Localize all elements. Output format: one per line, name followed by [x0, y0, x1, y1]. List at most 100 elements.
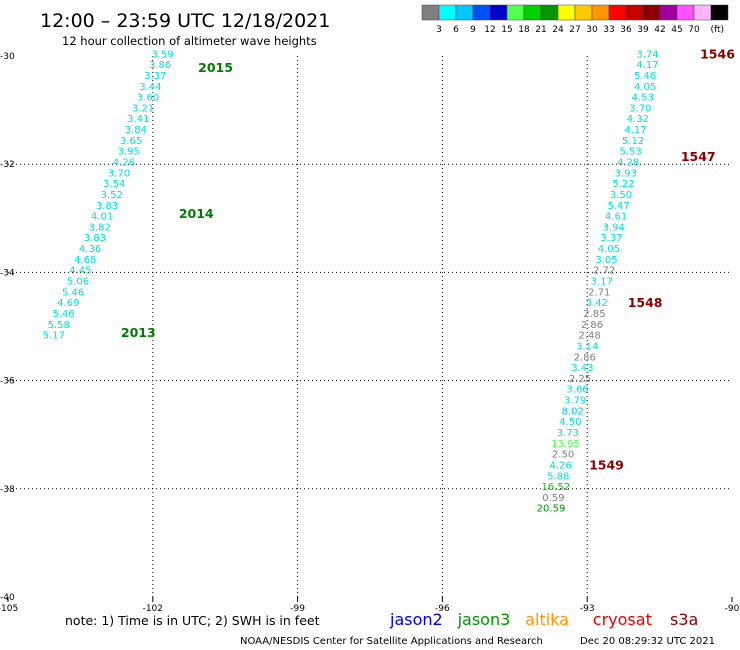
- wave-height-point: 4.17: [624, 125, 646, 136]
- wave-height-point: 2.86: [581, 320, 603, 331]
- colorbar-swatch: [421, 4, 440, 21]
- wave-height-point: 4.32: [627, 114, 649, 125]
- wave-height-point: 3.42: [586, 298, 608, 309]
- colorbar-swatch: [557, 4, 576, 21]
- wave-height-point: 4.68: [74, 255, 96, 266]
- colorbar-swatch: [540, 4, 559, 21]
- wave-height-point: 0.59: [542, 493, 564, 504]
- wave-height-point: 3.83: [84, 233, 106, 244]
- satellite-legend: jason2 jason3 altika cryosat s3a: [389, 610, 698, 629]
- wave-height-point: 3.70: [629, 103, 651, 114]
- y-tick-label: -40: [0, 593, 15, 603]
- wave-height-point: 2.25: [569, 374, 591, 385]
- orbit-labels: 2015 2014 2013 1546 1547 1548 1549: [121, 46, 735, 472]
- colorbar-swatch: [710, 4, 729, 21]
- wave-height-point: 4.28: [617, 157, 639, 168]
- wave-height-point: 13.95: [551, 439, 580, 450]
- x-tick-label: -90: [725, 604, 740, 614]
- wave-height-point: 3.94: [603, 222, 625, 233]
- wave-height-point: 4.05: [598, 244, 620, 255]
- colorbar-label: 15: [501, 25, 512, 35]
- wave-height-points: 3.593.863.373.443.603.213.413.843.653.95…: [43, 49, 659, 514]
- orbit-label: 2013: [121, 325, 156, 340]
- y-tick-label: -36: [0, 377, 15, 387]
- colorbar-label: 36: [620, 25, 632, 35]
- chart-title: 12:00 – 23:59 UTC 12/18/2021: [40, 10, 330, 32]
- colorbar-swatch: [676, 4, 695, 21]
- colorbar-swatch: [659, 4, 678, 21]
- colorbar-label: 33: [603, 25, 614, 35]
- wave-height-point: 3.84: [125, 125, 147, 136]
- x-axis-ticks: -105 -102 -99 -96 -93 -90: [0, 597, 740, 614]
- wave-height-point: 3.21: [132, 103, 154, 114]
- wave-height-point: 3.54: [103, 179, 125, 190]
- colorbar-label: 30: [586, 25, 598, 35]
- y-tick-label: -30: [0, 52, 15, 62]
- wave-height-point: 5.53: [620, 147, 642, 158]
- orbit-label: 1546: [700, 46, 735, 61]
- wave-height-point: 5.47: [607, 201, 629, 212]
- grid-lines: [8, 56, 732, 597]
- colorbar-label: 6: [453, 25, 459, 35]
- colorbar-label: 42: [654, 25, 665, 35]
- wave-height-point: 5.22: [612, 179, 634, 190]
- footer-note: note: 1) Time is in UTC; 2) SWH is in fe…: [65, 613, 320, 628]
- wave-height-point: 4.36: [79, 244, 101, 255]
- wave-height-point: 5.12: [622, 136, 644, 147]
- wave-height-point: 3.74: [636, 49, 658, 60]
- x-tick-label: -96: [435, 604, 450, 614]
- satellite-legend-item: jason2: [389, 610, 443, 629]
- y-axis-ticks: -30 -32 -34 -36 -38 -40: [0, 52, 15, 603]
- wave-height-point: 3.73: [557, 428, 579, 439]
- colorbar-label: 27: [569, 25, 580, 35]
- x-tick-label: -105: [0, 604, 18, 614]
- chart-subtitle: 12 hour collection of altimeter wave hei…: [62, 34, 317, 48]
- colorbar-swatch: [642, 4, 661, 21]
- colorbar-swatch: [455, 4, 474, 21]
- wave-height-point: 5.17: [43, 331, 65, 342]
- wave-height-point: 4.05: [634, 82, 656, 93]
- colorbar-label: 9: [470, 25, 476, 35]
- x-tick-label: -99: [290, 604, 305, 614]
- colorbar-swatch: [574, 4, 593, 21]
- wave-height-point: 3.44: [139, 82, 161, 93]
- footer-timestamp: Dec 20 08:29:32 UTC 2021: [580, 636, 715, 647]
- wave-height-point: 3.79: [564, 396, 586, 407]
- wave-height-point: 3.43: [571, 363, 593, 374]
- wave-height-point: 5.46: [62, 287, 84, 298]
- wave-height-point: 3.41: [127, 114, 149, 125]
- wave-height-point: 3.60: [137, 93, 159, 104]
- colorbar-swatch: [472, 4, 491, 21]
- wave-height-point: 3.59: [151, 49, 173, 60]
- wave-height-point: 4.50: [559, 417, 581, 428]
- colorbar-swatch: [506, 4, 525, 21]
- wave-height-point: 2.85: [583, 309, 605, 320]
- colorbar-swatch: [591, 4, 610, 21]
- colorbar-label: 24: [552, 25, 564, 35]
- wave-height-point: 3.50: [610, 190, 632, 201]
- satellite-legend-item: jason3: [457, 610, 511, 629]
- wave-height-point: 16.52: [542, 482, 571, 493]
- wave-height-point: 3.93: [615, 168, 637, 179]
- orbit-label: 1549: [589, 457, 624, 472]
- wave-height-point: 4.53: [632, 93, 654, 104]
- colorbar-swatch: [693, 4, 712, 21]
- colorbar-label: 39: [637, 25, 649, 35]
- wave-height-point: 3.86: [149, 60, 171, 71]
- x-tick-label: -93: [580, 604, 595, 614]
- wave-height-point: 2.71: [588, 287, 610, 298]
- wave-height-point: 4.26: [550, 460, 572, 471]
- colorbar-label: 45: [671, 25, 682, 35]
- colorbar-swatch: [523, 4, 542, 21]
- wave-height-point: 3.52: [101, 190, 123, 201]
- wave-height-point: 2.72: [593, 266, 615, 277]
- orbit-label: 2014: [179, 206, 214, 221]
- footer-credit: NOAA/NESDIS Center for Satellite Applica…: [240, 636, 543, 647]
- wave-height-point: 2.86: [574, 352, 596, 363]
- wave-height-point: 3.82: [89, 222, 111, 233]
- satellite-legend-item: altika: [525, 610, 569, 629]
- colorbar-label: 18: [518, 25, 530, 35]
- wave-height-point: 3.14: [576, 341, 598, 352]
- y-tick-label: -34: [0, 268, 15, 278]
